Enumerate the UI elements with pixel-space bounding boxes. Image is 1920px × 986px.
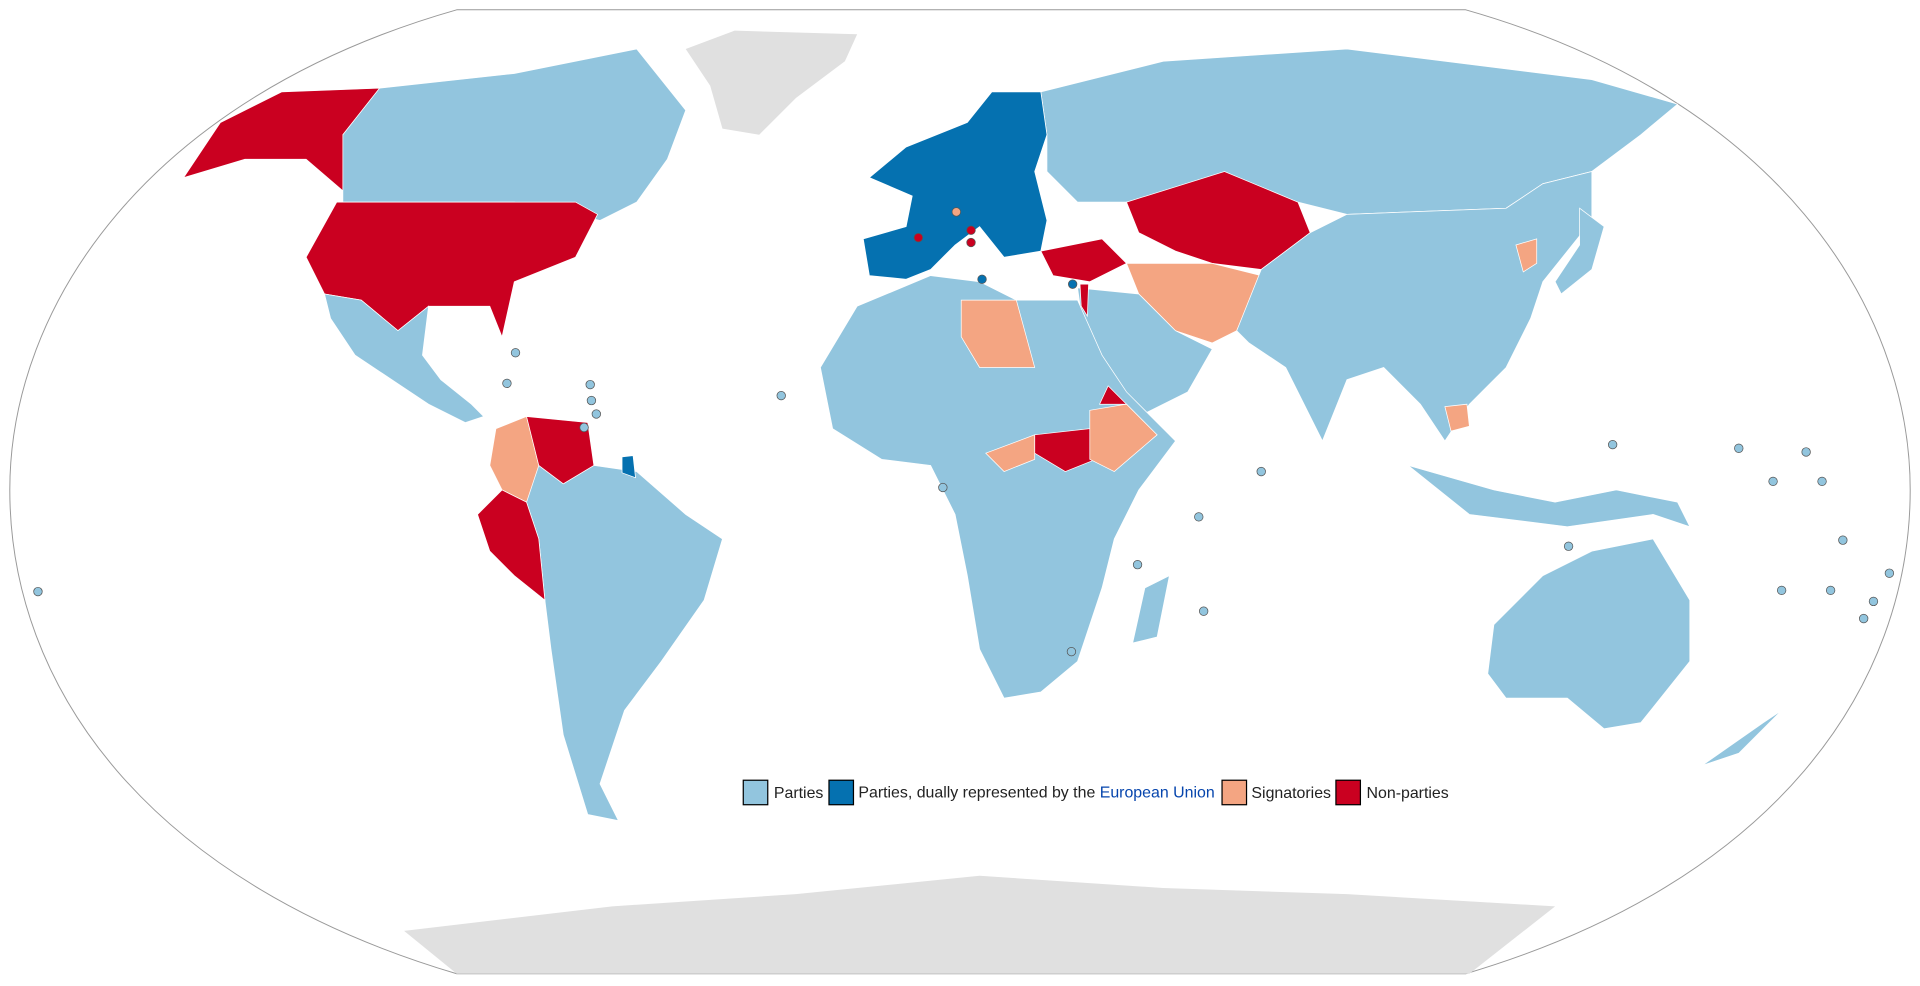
island-dot: [776, 390, 786, 401]
island-dot: [1817, 476, 1827, 487]
legend-label-text: Parties, dually represented by the: [858, 785, 1099, 802]
legend-label: Parties: [774, 785, 824, 802]
legend-link[interactable]: European Union: [1100, 785, 1215, 802]
microstate-dot: [966, 237, 976, 248]
legend-swatch: [1221, 779, 1248, 806]
island-dot: [1801, 447, 1811, 457]
israel: [1079, 283, 1089, 318]
island-dot: [1868, 596, 1879, 607]
chad-region: [985, 434, 1036, 472]
island-dot: [1199, 606, 1209, 616]
libya: [960, 299, 1036, 368]
microstate-dot: [913, 232, 924, 243]
island-dot: [1066, 646, 1077, 657]
island-dot: [1734, 443, 1744, 453]
legend: Parties Parties, dually represented by t…: [742, 779, 1449, 806]
legend-swatch: [1335, 779, 1362, 806]
small-states: [33, 207, 1895, 657]
venezuela: [526, 416, 595, 485]
greenland: [685, 30, 858, 135]
peru: [477, 489, 546, 602]
legend-label: Non-parties: [1367, 785, 1449, 802]
africa: [820, 275, 1176, 699]
europe: [862, 91, 1048, 280]
legend-swatch: [742, 779, 769, 806]
island-dot: [510, 348, 521, 358]
turkey: [1040, 238, 1128, 283]
ethiopia: [1089, 403, 1158, 473]
island-dot: [938, 482, 948, 493]
madagascar: [1132, 575, 1170, 644]
microstate-dot: [951, 207, 961, 217]
japan: [1554, 207, 1605, 295]
island-dot: [1838, 535, 1848, 545]
cambodia: [1444, 403, 1470, 432]
island-dot: [585, 379, 595, 390]
antarctica: [404, 875, 1556, 974]
french-guiana: [621, 455, 636, 479]
mexico-central-america: [323, 293, 485, 423]
legend-label: Signatories: [1251, 785, 1331, 802]
microstate-dot: [966, 225, 976, 235]
legend-swatch: [828, 779, 855, 806]
island-dot: [1194, 512, 1204, 522]
island-dot: [1884, 568, 1895, 578]
north-korea: [1515, 238, 1538, 273]
island-dot: [1859, 613, 1869, 624]
island-dot: [1825, 585, 1836, 596]
microstate-dot: [977, 274, 987, 284]
island-dot: [1776, 585, 1787, 596]
island-dot: [579, 422, 589, 433]
new-zealand: [1701, 710, 1782, 766]
countries: [182, 30, 1782, 974]
island-dot: [586, 395, 597, 406]
island-dot: [1768, 476, 1778, 487]
australia: [1487, 538, 1691, 730]
island-dot: [502, 378, 512, 389]
legend-label: Parties, dually represented by the Europ…: [858, 785, 1214, 802]
island-dot: [1256, 466, 1266, 477]
island-dot: [591, 409, 601, 419]
microstate-dot: [1068, 279, 1078, 289]
island-dot: [1608, 439, 1618, 450]
island-dot: [1132, 559, 1143, 570]
island-dot: [1563, 541, 1574, 551]
eritrea: [1099, 385, 1128, 405]
island-dot: [33, 586, 43, 597]
asia: [1236, 171, 1593, 442]
indonesia: [1407, 465, 1691, 528]
